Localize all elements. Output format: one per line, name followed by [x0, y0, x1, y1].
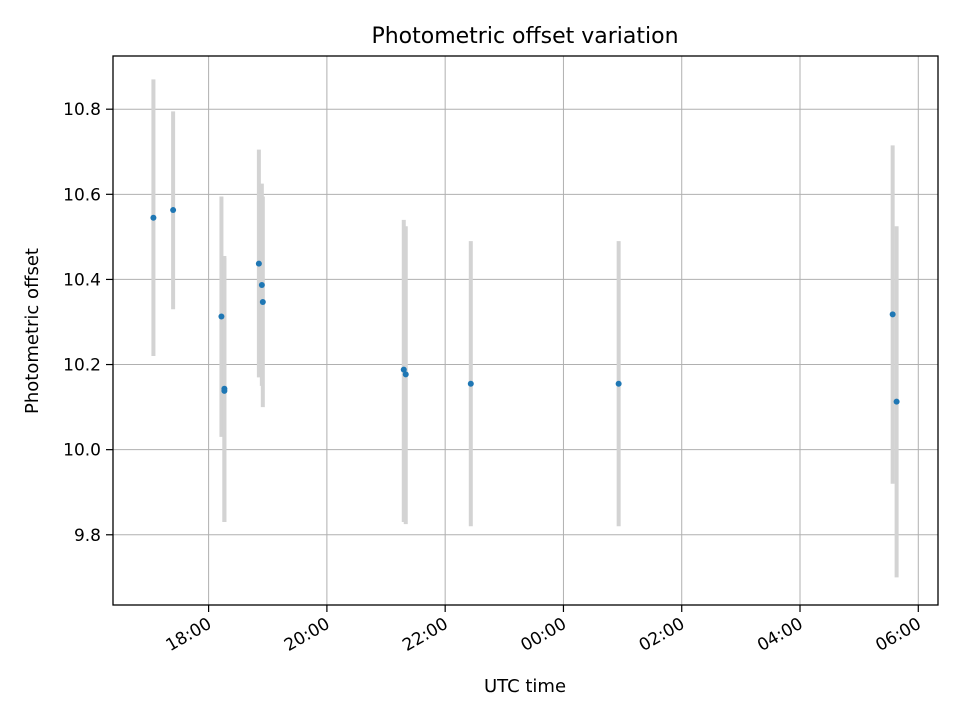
- y-tick-label: 10.2: [63, 356, 101, 376]
- data-point: [150, 214, 157, 221]
- data-point: [259, 298, 266, 305]
- data-point: [170, 207, 177, 214]
- y-tick-label: 10.6: [63, 185, 101, 205]
- y-tick-label: 10.8: [63, 100, 101, 120]
- x-axis-label: UTC time: [484, 676, 566, 697]
- y-tick-label: 10.4: [63, 270, 101, 290]
- y-axis-ticks: 9.8 10.0 10.2 10.4 10.6 10.8: [63, 100, 113, 546]
- data-point: [258, 281, 265, 288]
- data-point: [893, 398, 900, 405]
- data-point: [402, 371, 409, 378]
- chart-title: Photometric offset variation: [371, 24, 678, 49]
- y-tick-label: 10.0: [63, 441, 101, 461]
- y-axis-label: Photometric offset: [22, 248, 43, 414]
- data-point: [615, 380, 622, 387]
- y-tick-label: 9.8: [74, 526, 101, 546]
- data-point: [400, 366, 407, 373]
- plot-frame: [112, 55, 939, 606]
- data-point: [255, 260, 262, 267]
- data-point: [467, 380, 474, 387]
- data-points: [150, 207, 900, 405]
- grid-lines: [113, 56, 938, 605]
- data-point: [221, 387, 228, 394]
- data-point: [889, 311, 896, 318]
- data-point: [218, 313, 225, 320]
